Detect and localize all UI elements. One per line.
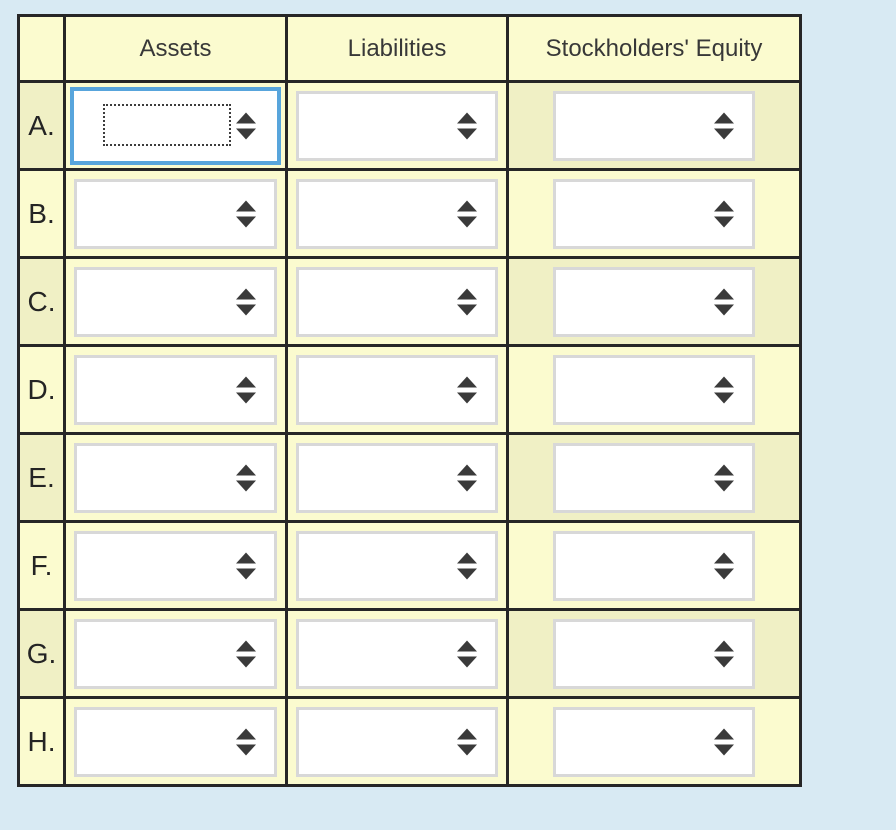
cell-g-assets	[63, 608, 288, 699]
select-c-liabilities[interactable]	[296, 266, 498, 337]
up-down-arrows-icon	[457, 200, 477, 227]
table-row: B.	[17, 168, 802, 259]
cell-a-stockholders	[506, 80, 802, 171]
select-a-stockholders[interactable]	[553, 90, 755, 161]
select-f-liabilities[interactable]	[296, 530, 498, 601]
row-label: D.	[17, 344, 66, 435]
select-f-assets[interactable]	[74, 530, 277, 601]
up-down-arrows-icon	[714, 464, 734, 491]
cell-f-assets	[63, 520, 288, 611]
up-down-arrows-icon	[236, 552, 256, 579]
cell-b-stockholders	[506, 168, 802, 259]
up-down-arrows-icon	[236, 200, 256, 227]
up-down-arrows-icon	[457, 728, 477, 755]
cell-a-liabilities	[285, 80, 509, 171]
table-body: A.	[17, 80, 802, 787]
cell-b-assets	[63, 168, 288, 259]
cell-d-stockholders	[506, 344, 802, 435]
column-header-assets: Assets	[63, 14, 288, 83]
table-row: D.	[17, 344, 802, 435]
select-g-liabilities[interactable]	[296, 618, 498, 689]
up-down-arrows-icon	[714, 376, 734, 403]
cell-f-liabilities	[285, 520, 509, 611]
table-row: F.	[17, 520, 802, 611]
up-down-arrows-icon	[236, 728, 256, 755]
table-row: E.	[17, 432, 802, 523]
up-down-arrows-icon	[714, 288, 734, 315]
cell-e-stockholders	[506, 432, 802, 523]
cell-b-liabilities	[285, 168, 509, 259]
select-b-assets[interactable]	[74, 178, 277, 249]
cell-a-assets	[63, 80, 288, 171]
up-down-arrows-icon	[714, 552, 734, 579]
cell-c-liabilities	[285, 256, 509, 347]
cell-g-stockholders	[506, 608, 802, 699]
select-a-liabilities[interactable]	[296, 90, 498, 161]
select-d-liabilities[interactable]	[296, 354, 498, 425]
up-down-arrows-icon	[236, 640, 256, 667]
up-down-arrows-icon	[236, 376, 256, 403]
row-label: B.	[17, 168, 66, 259]
cell-d-assets	[63, 344, 288, 435]
select-d-stockholders[interactable]	[553, 354, 755, 425]
up-down-arrows-icon	[457, 552, 477, 579]
header-row: Assets Liabilities Stockholders' Equity	[17, 14, 802, 83]
row-label: E.	[17, 432, 66, 523]
row-label: H.	[17, 696, 66, 787]
cell-c-stockholders	[506, 256, 802, 347]
up-down-arrows-icon	[457, 464, 477, 491]
cell-d-liabilities	[285, 344, 509, 435]
select-b-stockholders[interactable]	[553, 178, 755, 249]
up-down-arrows-icon	[457, 112, 477, 139]
focus-outline	[103, 103, 231, 146]
select-f-stockholders[interactable]	[553, 530, 755, 601]
cell-c-assets	[63, 256, 288, 347]
row-label: F.	[17, 520, 66, 611]
table-row: C.	[17, 256, 802, 347]
cell-h-assets	[63, 696, 288, 787]
cell-h-stockholders	[506, 696, 802, 787]
row-label: C.	[17, 256, 66, 347]
up-down-arrows-icon	[714, 728, 734, 755]
table-row: G.	[17, 608, 802, 699]
cell-g-liabilities	[285, 608, 509, 699]
select-h-assets[interactable]	[74, 706, 277, 777]
select-e-liabilities[interactable]	[296, 442, 498, 513]
table-row: H.	[17, 696, 802, 787]
cell-h-liabilities	[285, 696, 509, 787]
up-down-arrows-icon	[714, 112, 734, 139]
up-down-arrows-icon	[457, 288, 477, 315]
select-g-stockholders[interactable]	[553, 618, 755, 689]
select-d-assets[interactable]	[74, 354, 277, 425]
select-e-assets[interactable]	[74, 442, 277, 513]
cell-f-stockholders	[506, 520, 802, 611]
select-a-assets[interactable]	[74, 90, 277, 161]
select-b-liabilities[interactable]	[296, 178, 498, 249]
table-row: A.	[17, 80, 802, 171]
up-down-arrows-icon	[714, 200, 734, 227]
select-h-liabilities[interactable]	[296, 706, 498, 777]
column-header-liabilities: Liabilities	[285, 14, 509, 83]
select-g-assets[interactable]	[74, 618, 277, 689]
classification-table: Assets Liabilities Stockholders' Equity …	[17, 14, 802, 787]
select-c-stockholders[interactable]	[553, 266, 755, 337]
up-down-arrows-icon	[236, 112, 256, 139]
corner-header-cell	[17, 14, 66, 83]
row-label: A.	[17, 80, 66, 171]
up-down-arrows-icon	[457, 640, 477, 667]
up-down-arrows-icon	[714, 640, 734, 667]
up-down-arrows-icon	[236, 464, 256, 491]
cell-e-assets	[63, 432, 288, 523]
row-label: G.	[17, 608, 66, 699]
select-h-stockholders[interactable]	[553, 706, 755, 777]
select-c-assets[interactable]	[74, 266, 277, 337]
select-e-stockholders[interactable]	[553, 442, 755, 513]
up-down-arrows-icon	[457, 376, 477, 403]
cell-e-liabilities	[285, 432, 509, 523]
up-down-arrows-icon	[236, 288, 256, 315]
column-header-stockholders-equity: Stockholders' Equity	[506, 14, 802, 83]
